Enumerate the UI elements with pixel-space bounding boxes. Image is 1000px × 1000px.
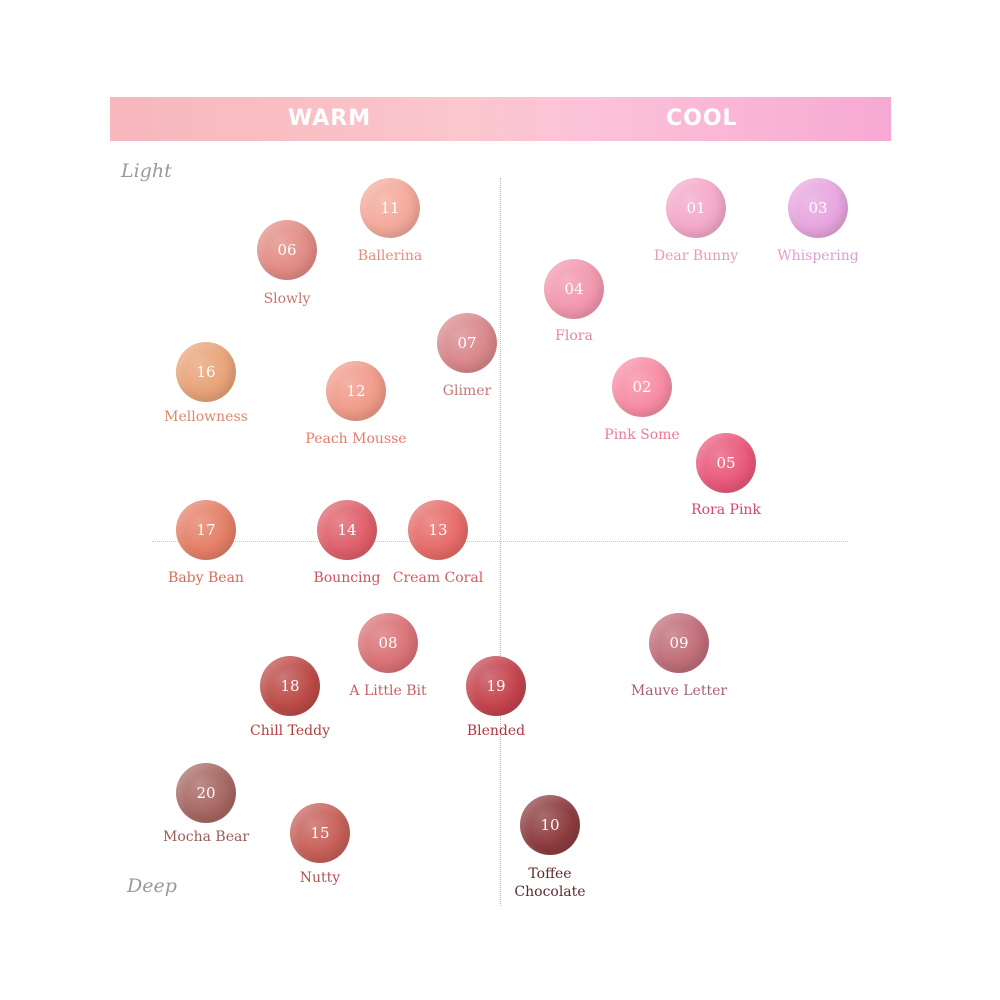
shade-swatch: 06 <box>257 220 317 280</box>
shade-swatch: 09 <box>649 613 709 673</box>
shade-number: 03 <box>808 199 828 217</box>
shade-number: 16 <box>196 363 216 381</box>
shade-number: 04 <box>564 280 584 298</box>
warm-cool-banner: WARM COOL <box>110 97 891 141</box>
shade-number: 01 <box>686 199 706 217</box>
shade-name: A Little Bit <box>349 683 427 699</box>
shade-number: 06 <box>277 241 297 259</box>
horizontal-divider <box>152 541 848 542</box>
vertical-divider <box>500 178 501 906</box>
shade-number: 12 <box>346 382 366 400</box>
shade-number: 19 <box>486 677 506 695</box>
warm-label: WARM <box>288 106 372 131</box>
shade-name: Toffee Chocolate <box>514 866 586 900</box>
shade-swatch: 07 <box>437 313 497 373</box>
shade-number: 07 <box>457 334 477 352</box>
shade-swatch: 15 <box>290 803 350 863</box>
shade-number: 09 <box>669 634 689 652</box>
shade-name: Chill Teddy <box>250 723 330 739</box>
shade-name: Mocha Bear <box>162 829 250 845</box>
shade-name: Ballerina <box>357 248 423 264</box>
cool-label: COOL <box>666 106 738 131</box>
shade-number: 20 <box>196 784 216 802</box>
shade-name: Blended <box>466 723 526 739</box>
shade-swatch: 16 <box>176 342 236 402</box>
shade-name: Flora <box>555 328 593 344</box>
shade-swatch: 11 <box>360 178 420 238</box>
shade-number: 02 <box>632 378 652 396</box>
shade-number: 11 <box>380 199 400 217</box>
shade-number: 15 <box>310 824 330 842</box>
shade-name: Glimer <box>442 383 492 399</box>
shade-name: Cream Coral <box>392 570 484 586</box>
shade-swatch: 18 <box>260 656 320 716</box>
shade-name: Pink Some <box>604 427 680 443</box>
shade-swatch: 05 <box>696 433 756 493</box>
shade-number: 10 <box>540 816 560 834</box>
shade-name: Rora Pink <box>691 502 761 518</box>
shade-name: Bouncing <box>313 570 381 586</box>
shade-number: 18 <box>280 677 300 695</box>
shade-name: Mellowness <box>164 409 248 425</box>
deep-axis-label: Deep <box>127 875 177 897</box>
shade-name: Nutty <box>299 870 341 886</box>
shade-swatch: 10 <box>520 795 580 855</box>
shade-number: 08 <box>378 634 398 652</box>
shade-name: Baby Bean <box>168 570 244 586</box>
shade-swatch: 13 <box>408 500 468 560</box>
shade-name: Peach Mousse <box>305 431 407 447</box>
shade-swatch: 14 <box>317 500 377 560</box>
shade-swatch: 01 <box>666 178 726 238</box>
shade-swatch: 03 <box>788 178 848 238</box>
shade-number: 17 <box>196 521 216 539</box>
shade-swatch: 04 <box>544 259 604 319</box>
shade-name: Slowly <box>263 291 311 307</box>
shade-swatch: 02 <box>612 357 672 417</box>
shade-swatch: 08 <box>358 613 418 673</box>
shade-number: 13 <box>428 521 448 539</box>
shade-number: 05 <box>716 454 736 472</box>
shade-name: Mauve Letter <box>630 683 728 699</box>
shade-swatch: 17 <box>176 500 236 560</box>
shade-swatch: 19 <box>466 656 526 716</box>
light-axis-label: Light <box>121 160 172 182</box>
shade-name: Whispering <box>777 248 859 264</box>
shade-swatch: 12 <box>326 361 386 421</box>
shade-name: Dear Bunny <box>653 248 739 264</box>
shade-number: 14 <box>337 521 357 539</box>
shade-swatch: 20 <box>176 763 236 823</box>
